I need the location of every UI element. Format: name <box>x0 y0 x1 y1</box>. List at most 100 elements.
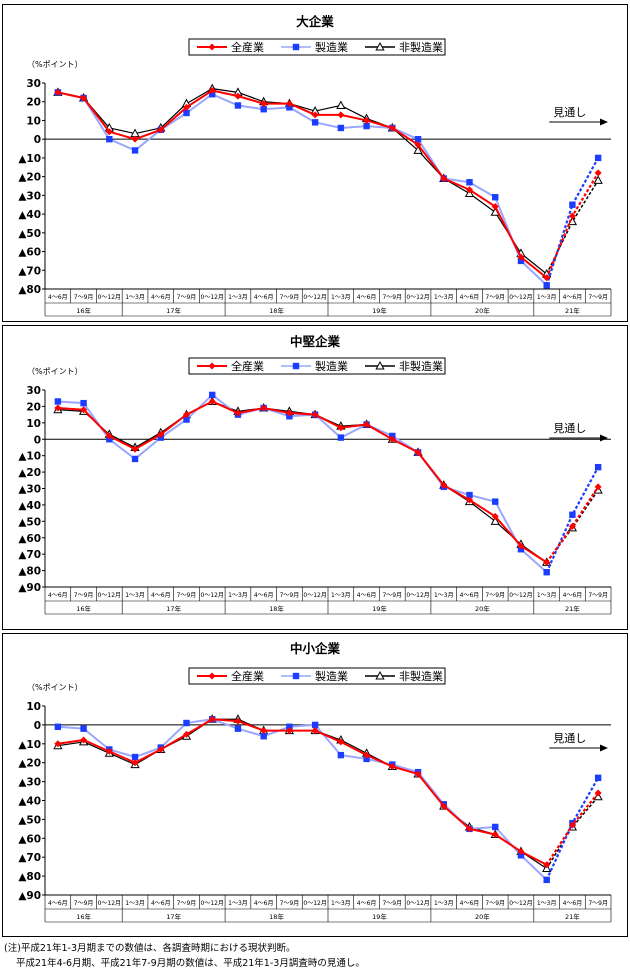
x-tick-label: 1～3月 <box>331 592 351 599</box>
data-point <box>543 876 550 884</box>
data-point <box>569 511 576 518</box>
y-tick-label: ▲90 <box>18 890 41 902</box>
x-tick-label: 4～6月 <box>460 294 480 301</box>
data-point <box>517 848 525 856</box>
legend: 全産業 製造業 非製造業 <box>188 357 446 375</box>
data-point <box>209 391 216 399</box>
series-forecast-line <box>545 157 600 286</box>
year-label: 21年 <box>565 604 580 613</box>
data-point <box>105 128 113 136</box>
x-tick-label: 4～6月 <box>151 900 171 907</box>
y-tick-label: 30 <box>26 78 41 90</box>
data-point <box>594 774 602 782</box>
data-point <box>414 448 422 456</box>
y-tick-label: ▲50 <box>18 516 41 528</box>
data-point <box>336 100 346 109</box>
x-tick-label: 0～12月 <box>98 294 121 301</box>
data-point <box>440 802 448 810</box>
data-point <box>568 821 576 829</box>
data-point <box>388 762 396 770</box>
data-point <box>337 434 345 441</box>
x-tick-label: 7～9月 <box>485 592 505 599</box>
x-tick-label: 7～9月 <box>382 294 402 301</box>
chart-panel-small-enterprises: 中小企業 全産業 製造業 非製造業 （%ポイント） 10 0 ▲10 ▲20 ▲30 ▲40 ▲50 ▲… <box>2 633 628 937</box>
year-label: 20年 <box>475 604 490 613</box>
data-point <box>260 106 267 113</box>
x-tick-label: 7～9月 <box>177 592 197 599</box>
chart-title: 大企業 <box>296 14 334 29</box>
series-line <box>57 400 548 563</box>
forecast-arrow-head <box>600 118 608 126</box>
data-point <box>183 109 190 117</box>
data-point <box>568 212 576 220</box>
x-tick-label: 0～12月 <box>201 294 224 301</box>
legend-box <box>188 357 446 375</box>
x-tick-label: 1～3月 <box>331 900 351 907</box>
data-point <box>311 727 319 735</box>
y-tick-label: 20 <box>26 97 41 109</box>
data-point <box>157 745 165 753</box>
data-point <box>80 736 88 744</box>
data-point <box>311 119 319 126</box>
x-tick-label: 7～9月 <box>280 900 300 907</box>
y-tick-label: 0 <box>34 720 41 732</box>
footnote-line-2: 平成21年4-6月期、平成21年7-9月期の数値は、平成21年1-3月調査時の見… <box>16 958 365 969</box>
series-line <box>57 89 548 279</box>
x-tick-label: 7～9月 <box>177 294 197 301</box>
y-tick-label: ▲10 <box>18 739 41 751</box>
x-tick-label: 7～9月 <box>177 900 197 907</box>
x-tick-label: 1～3月 <box>434 592 454 599</box>
data-point <box>311 721 319 729</box>
x-tick-label: 4～6月 <box>357 294 377 301</box>
y-tick-label: ▲10 <box>18 153 41 165</box>
y-tick-label: 20 <box>26 401 41 413</box>
data-point <box>413 145 423 154</box>
legend: 全産業 製造業 非製造業 <box>188 667 446 685</box>
y-tick-label: ▲30 <box>18 484 41 496</box>
y-tick-label: ▲40 <box>18 500 41 512</box>
legend-label: 製造業 <box>315 359 348 373</box>
x-tick-label: 7～9月 <box>485 900 505 907</box>
y-tick-label: ▲80 <box>18 284 41 296</box>
legend-label: 製造業 <box>315 40 348 54</box>
year-label: 19年 <box>372 912 387 921</box>
x-tick-label: 7～9月 <box>280 294 300 301</box>
series-0 <box>54 86 602 282</box>
data-point <box>54 740 62 748</box>
series-2 <box>53 396 603 566</box>
data-point <box>183 103 190 111</box>
data-point <box>517 542 525 550</box>
year-label: 16年 <box>76 912 91 921</box>
y-tick-label: 10 <box>26 701 41 713</box>
x-tick-label: 0～12月 <box>98 592 121 599</box>
data-point <box>106 135 113 143</box>
year-label: 17年 <box>166 604 181 613</box>
data-point <box>208 715 216 723</box>
series-forecast-line <box>545 466 600 573</box>
data-point <box>490 516 500 525</box>
x-tick-label: 7～9月 <box>280 592 300 599</box>
data-point <box>131 759 139 767</box>
y-tick-label: ▲30 <box>18 777 41 789</box>
x-tick-label: 1～3月 <box>537 900 557 907</box>
chart-panel-midsize-enterprises: 中堅企業 全産業 製造業 非製造業 （%ポイント） 30 20 10 0 ▲10 ▲20 ▲30 ▲40… <box>2 325 628 630</box>
x-tick-label: 7～9月 <box>588 592 608 599</box>
x-tick-label: 0～12月 <box>406 592 429 599</box>
x-tick-label: 7～9月 <box>74 592 94 599</box>
legend-marker-0 <box>208 362 216 370</box>
legend-marker-2 <box>375 670 385 680</box>
x-tick-label: 4～6月 <box>254 592 274 599</box>
data-point <box>568 522 576 530</box>
data-point <box>363 420 371 428</box>
legend-label: 全産業 <box>231 359 264 373</box>
data-point <box>594 789 602 797</box>
data-point <box>234 409 242 417</box>
data-point <box>208 397 216 405</box>
data-point <box>517 852 525 859</box>
data-point <box>337 424 345 432</box>
x-tick-label: 0～12月 <box>406 294 429 301</box>
y-tick-label: ▲50 <box>18 814 41 826</box>
data-point <box>234 725 242 732</box>
data-point <box>337 751 345 759</box>
